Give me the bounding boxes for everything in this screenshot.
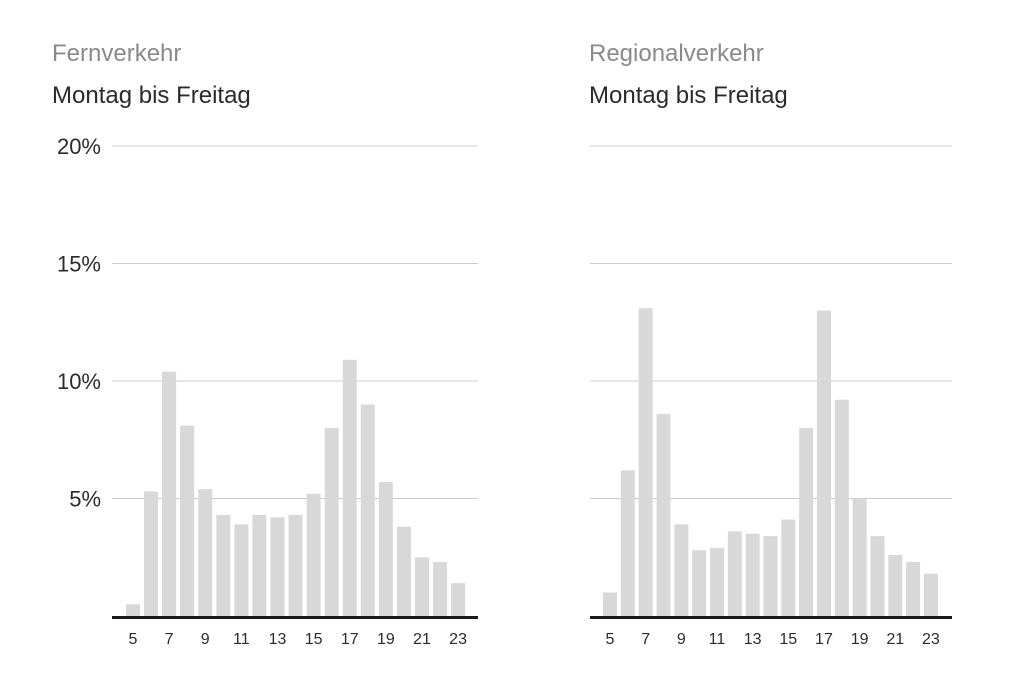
regio-x-tick-label: 7 [641,631,650,648]
regio-bar-hour-13 [745,533,760,616]
fern-x-tick-label: 19 [377,631,395,648]
fern-x-tick-label: 7 [165,631,174,648]
fern-bar-hour-15 [306,493,321,616]
regio-x-tick-label: 19 [851,631,869,648]
regionalverkehr-title: Regionalverkehr [589,40,764,67]
fern-x-tick-label: 17 [341,631,359,648]
regio-x-tick-label: 9 [677,631,686,648]
regio-bar-hour-6 [620,470,635,616]
fern-x-tick-label: 13 [269,631,287,648]
regio-bar-hour-21 [888,554,903,616]
regio-bar-hour-16 [799,428,814,616]
regio-bar-hour-23 [923,573,938,616]
regio-bar-hour-8 [656,413,671,616]
regio-bar-hour-9 [674,524,689,616]
regio-bar-hour-15 [781,519,796,616]
regionalverkehr-subtitle: Montag bis Freitag [589,82,788,109]
fern-bar-hour-7 [162,371,177,616]
regio-bar-hour-5 [603,592,617,616]
fern-bar-hour-17 [342,359,357,616]
fern-bar-hour-19 [378,482,393,616]
fern-x-tick-label: 9 [201,631,210,648]
regio-bar-hour-11 [709,547,724,616]
regio-bar-hour-19 [852,498,867,616]
fern-x-tick-label: 5 [129,631,138,648]
regionalverkehr-chart: 5 7 9 11 13 15 17 19 21 23 [590,145,952,648]
fern-y-tick-label: 20% [57,134,101,159]
fern-bar-hour-18 [360,404,375,616]
regio-x-tick-label: 21 [886,631,904,648]
regio-x-tick-label: 5 [606,631,615,648]
fern-bar-hour-13 [270,517,285,616]
regio-bar-hour-20 [870,536,885,616]
fern-bar-hour-11 [234,524,249,616]
fern-bar-hour-5 [126,604,140,616]
regio-x-tick-label: 15 [779,631,797,648]
fern-bar-hour-12 [252,514,267,616]
fern-bar-hour-14 [288,514,303,616]
fernverkehr-chart: 5% 10% 15% 20% 5 7 9 11 13 15 17 19 21 23 [57,134,478,648]
fern-bar-hour-16 [324,428,339,616]
fern-bar-hour-22 [433,561,448,616]
fern-bar-hour-6 [144,491,159,616]
fern-y-tick-label: 5% [69,487,101,512]
fern-bar-hour-9 [198,489,213,616]
regio-x-tick-label: 13 [744,631,762,648]
fern-x-tick-label: 23 [449,631,467,648]
fern-bar-hour-20 [396,526,411,616]
regio-x-tick-label: 17 [815,631,833,648]
fern-x-tick-label: 15 [305,631,323,648]
regio-bar-hour-7 [638,308,653,616]
regio-bar-hour-10 [692,550,707,616]
regio-bar-hour-12 [727,531,742,616]
regio-bar-hour-14 [763,536,778,616]
regio-bar-hour-18 [834,399,849,616]
fern-bar-hour-21 [414,557,429,616]
fern-bar-hour-8 [180,425,195,616]
fern-bar-hour-10 [216,514,231,616]
fern-y-tick-label: 10% [57,369,101,394]
fern-x-tick-label: 21 [413,631,431,648]
fern-bar-hour-23 [451,583,466,616]
regio-x-tick-label: 23 [922,631,940,648]
fern-x-tick-label: 11 [233,631,250,648]
regio-x-tick-label: 11 [709,631,726,648]
regio-bar-hour-17 [816,310,831,616]
regio-bar-hour-22 [906,561,921,616]
fernverkehr-title: Fernverkehr [52,40,182,67]
fernverkehr-subtitle: Montag bis Freitag [52,82,251,109]
fern-y-tick-label: 15% [57,252,101,277]
